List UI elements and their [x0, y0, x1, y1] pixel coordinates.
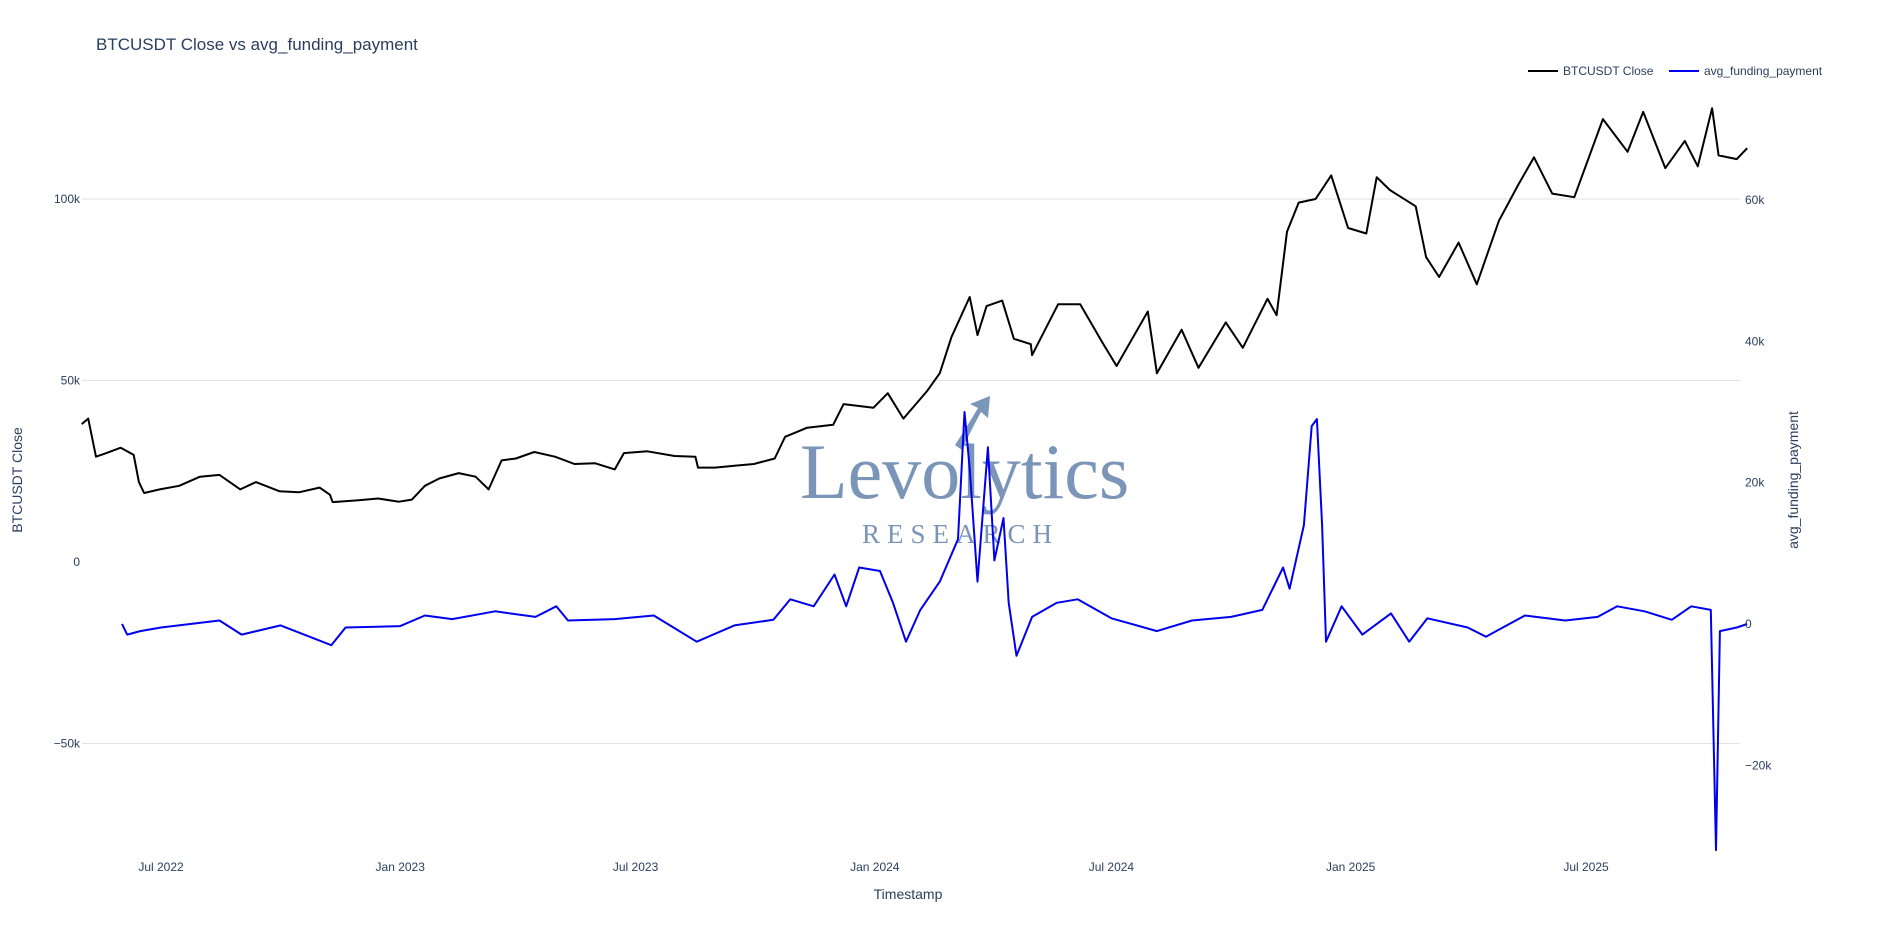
gridlines	[82, 198, 1740, 744]
chart-title: BTCUSDT Close vs avg_funding_payment	[96, 35, 418, 54]
x-tick-label: Jan 2024	[850, 860, 900, 874]
y-left-axis-ticks: 100k 50k 0 −50k	[54, 192, 81, 751]
y-left-tick-label: −50k	[54, 737, 81, 751]
legend: BTCUSDT Close avg_funding_payment	[1528, 64, 1823, 78]
y-left-tick-label: 50k	[61, 374, 81, 388]
x-axis-title: Timestamp	[874, 886, 943, 902]
x-tick-label: Jan 2025	[1326, 860, 1376, 874]
series-layer	[81, 107, 1748, 852]
series-line-avg-funding-payment	[121, 411, 1748, 852]
y-right-tick-label: −20k	[1745, 758, 1772, 772]
watermark-logo: Levolytics RESEARCH	[800, 396, 1129, 549]
legend-item-funding[interactable]: avg_funding_payment	[1669, 64, 1823, 78]
y-right-tick-label: 20k	[1745, 476, 1765, 490]
y-right-tick-label: 40k	[1745, 334, 1765, 348]
x-tick-label: Jul 2022	[138, 860, 184, 874]
legend-label-close: BTCUSDT Close	[1563, 64, 1654, 78]
x-tick-label: Jan 2023	[376, 860, 426, 874]
watermark-subtext: RESEARCH	[862, 519, 1059, 549]
legend-label-funding: avg_funding_payment	[1704, 64, 1823, 78]
y-right-axis-title: avg_funding_payment	[1785, 411, 1801, 549]
y-left-tick-label: 100k	[54, 192, 81, 206]
x-tick-label: Jul 2024	[1089, 860, 1135, 874]
legend-item-close[interactable]: BTCUSDT Close	[1528, 64, 1654, 78]
series-line-btcusdt-close	[81, 107, 1748, 504]
x-axis-ticks: Jul 2022 Jan 2023 Jul 2023 Jan 2024 Jul 2024…	[138, 860, 1609, 874]
x-tick-label: Jul 2023	[613, 860, 659, 874]
x-tick-label: Jul 2025	[1563, 860, 1609, 874]
y-right-tick-label: 60k	[1745, 193, 1765, 207]
y-right-tick-label: 0	[1745, 617, 1752, 631]
y-right-axis-ticks: 60k 40k 20k 0 −20k	[1745, 193, 1772, 772]
y-left-tick-label: 0	[73, 555, 80, 569]
y-left-axis-title: BTCUSDT Close	[9, 427, 25, 533]
